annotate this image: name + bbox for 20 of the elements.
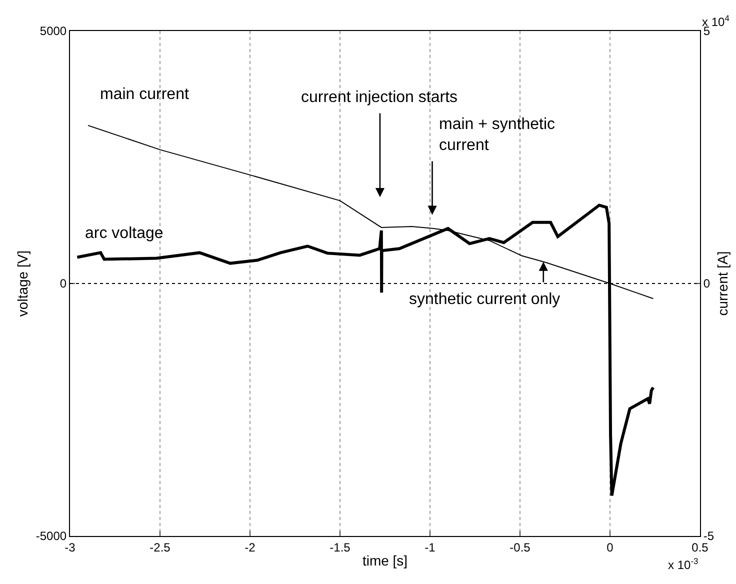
x-axis-title: time [s] <box>362 552 408 569</box>
y2-axis-title: current [A] <box>714 251 731 316</box>
x-tick-label: -2 <box>244 540 256 554</box>
series-label: main current <box>100 86 190 103</box>
y-tick-label: 0 <box>60 276 67 291</box>
y-tick-label: -5000 <box>36 529 67 544</box>
annotation: main + synthetic current <box>439 116 556 154</box>
text: x 10$^{-3}$ <box>668 556 698 572</box>
x-tick-label: 0 <box>606 540 614 554</box>
x-tick-label: -3 <box>64 540 76 554</box>
y-tick-label: 5000 <box>40 24 67 38</box>
x-tick-label: -1.5 <box>330 540 351 554</box>
series-label: arc voltage <box>85 225 164 242</box>
x-tick-label: -2.5 <box>150 540 171 554</box>
annotation: current injection starts <box>301 89 458 106</box>
x-tick-label: -1 <box>424 540 436 554</box>
y2-tick-label: 0 <box>703 276 710 291</box>
x-tick-label: -0.5 <box>510 540 531 554</box>
annotation: synthetic current only <box>409 291 560 308</box>
y-axis-title: voltage [V] <box>14 250 30 317</box>
